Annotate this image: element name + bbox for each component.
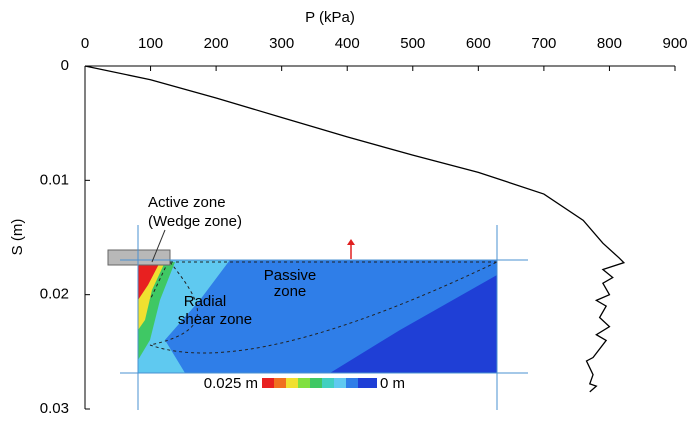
x-tick-label: 100 — [138, 35, 163, 52]
arrow-head — [347, 239, 355, 245]
annotation: zone — [274, 283, 307, 300]
annotation: Passive — [264, 267, 317, 284]
x-tick-label: 200 — [204, 35, 229, 52]
footing — [107, 249, 171, 266]
x-tick-label: 800 — [597, 35, 622, 52]
x-tick-label: 300 — [269, 35, 294, 52]
colorbar — [262, 378, 377, 388]
annotation: 0.025 m — [204, 375, 258, 392]
inset-image — [107, 225, 528, 410]
y-tick-label: 0.01 — [40, 171, 69, 188]
y-tick-label: 0.02 — [40, 286, 69, 303]
annotation: Radial — [184, 293, 227, 310]
slip-line — [149, 261, 498, 354]
leader — [151, 229, 166, 263]
line — [84, 65, 626, 393]
x-axis-title: P (kPa) — [305, 9, 355, 26]
x-tick-label: 500 — [400, 35, 425, 52]
y-tick-label: 0 — [61, 57, 69, 74]
y-axis-title: S (m) — [9, 219, 26, 256]
y-tick-label: 0.03 — [40, 400, 69, 417]
guides — [120, 225, 528, 410]
inset-zone — [165, 260, 497, 373]
annotation: Active zone — [148, 194, 226, 211]
x-tick-label: 0 — [81, 35, 89, 52]
x-tick-label: 600 — [466, 35, 491, 52]
inset-zone — [138, 262, 160, 300]
x-tick-label: 700 — [531, 35, 556, 52]
annotation: (Wedge zone) — [148, 213, 242, 230]
annotation: 0 m — [380, 375, 405, 392]
x-tick-label: 400 — [335, 35, 360, 52]
x-tick-label: 900 — [662, 35, 687, 52]
annotation: shear zone — [178, 311, 252, 328]
